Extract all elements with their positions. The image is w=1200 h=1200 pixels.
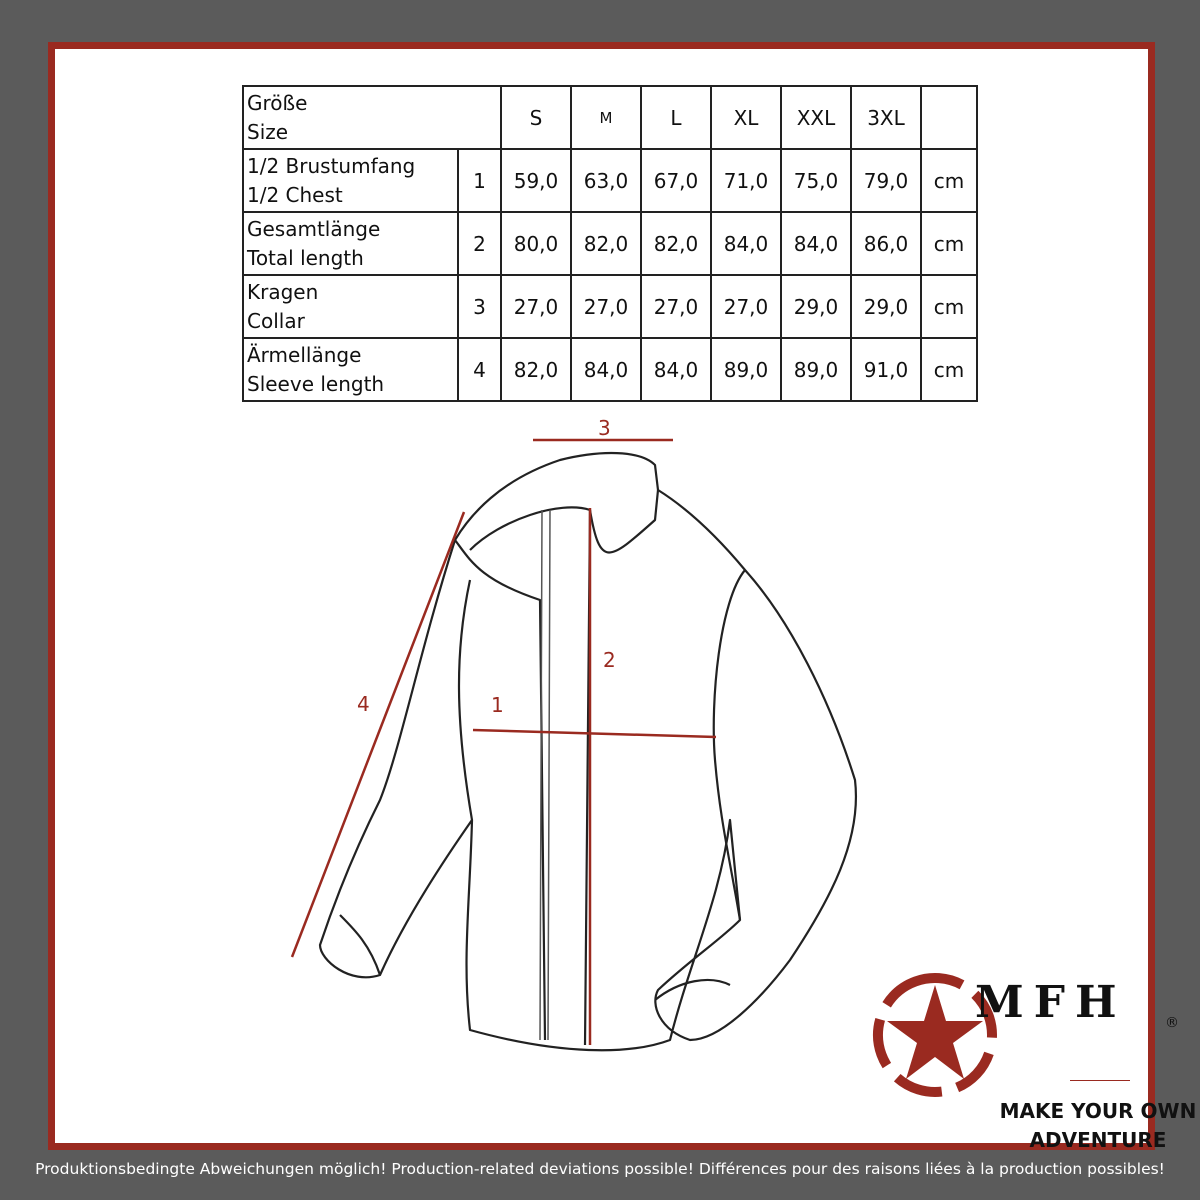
- slogan-line-2: ADVENTURE: [1029, 1128, 1167, 1152]
- footer-disclaimer: Produktionsbedingte Abweichungen möglich…: [35, 1160, 1165, 1178]
- unit-cell: cm: [920, 337, 978, 402]
- table-row: Kragen Collar 3 27,0 27,0 27,0 27,0 29,0 29,0 cm: [242, 274, 978, 339]
- row-number: 4: [457, 337, 502, 402]
- table-row: Ärmellänge Sleeve length 4 82,0 84,0 84,0 89,0…: [242, 337, 978, 402]
- value-cell: 89,0: [710, 337, 782, 402]
- value-cell: 80,0: [500, 211, 572, 276]
- label-de: 1/2 Brustumfang: [247, 153, 416, 178]
- unit-cell: cm: [920, 211, 978, 276]
- value-cell: 79,0: [850, 148, 922, 213]
- slogan-line-1: MAKE YOUR OWN: [999, 1099, 1197, 1123]
- value-cell: 29,0: [850, 274, 922, 339]
- label-en: Total length: [247, 245, 364, 270]
- measure-label-2: 2: [603, 648, 616, 672]
- value-cell: 27,0: [710, 274, 782, 339]
- size-table: Größe Size S M L XL XXL 3XL 1/2 Brustumfa…: [242, 85, 978, 402]
- value-cell: 82,0: [640, 211, 712, 276]
- label-de: Ärmellänge: [247, 342, 362, 367]
- value-cell: 59,0: [500, 148, 572, 213]
- size-col: L: [640, 85, 712, 150]
- measure-lines: [290, 438, 717, 1045]
- size-chart-frame: Größe Size S M L XL XXL 3XL 1/2 Brustumfa…: [48, 42, 1196, 1152]
- value-cell: 75,0: [780, 148, 852, 213]
- label-en: Sleeve length: [247, 371, 385, 396]
- value-cell: 84,0: [640, 337, 712, 402]
- size-col: S: [500, 85, 572, 150]
- value-cell: 27,0: [500, 274, 572, 339]
- measure-label-3: 3: [598, 416, 611, 440]
- measure-line-sleeve: [290, 511, 466, 958]
- value-cell: 84,0: [710, 211, 782, 276]
- brand-name: MFH: [975, 977, 1127, 1028]
- zipper: [539, 509, 551, 1041]
- value-cell: 67,0: [640, 148, 712, 213]
- value-cell: 82,0: [570, 211, 642, 276]
- value-cell: 84,0: [570, 337, 642, 402]
- jacket-outline: [318, 451, 857, 1052]
- size-col: 3XL: [850, 85, 922, 150]
- divider: [1070, 1080, 1130, 1081]
- size-col: M: [570, 85, 642, 150]
- value-cell: 27,0: [570, 274, 642, 339]
- row-number: 2: [457, 211, 502, 276]
- value-cell: 63,0: [570, 148, 642, 213]
- measure-label-4: 4: [357, 692, 370, 716]
- row-label: 1/2 Brustumfang 1/2 Chest: [242, 148, 459, 213]
- slogan: MAKE YOUR OWN ADVENTURE: [995, 1097, 1200, 1155]
- row-number: 3: [457, 274, 502, 339]
- table-header-row: Größe Size S M L XL XXL 3XL: [242, 85, 978, 150]
- row-label: Gesamtlänge Total length: [242, 211, 459, 276]
- row-label: Ärmellänge Sleeve length: [242, 337, 459, 402]
- label-en: Size: [247, 119, 289, 144]
- table-row: Gesamtlänge Total length 2 80,0 82,0 82,0 84,0…: [242, 211, 978, 276]
- value-cell: 86,0: [850, 211, 922, 276]
- label-de: Größe: [247, 90, 308, 115]
- size-col: XL: [710, 85, 782, 150]
- size-col: XXL: [780, 85, 852, 150]
- label-en: Collar: [247, 308, 305, 333]
- value-cell: 71,0: [710, 148, 782, 213]
- measure-label-1: 1: [491, 693, 504, 717]
- unit-col: [920, 85, 978, 150]
- row-number: 1: [457, 148, 502, 213]
- label-de: Kragen: [247, 279, 319, 304]
- star-logo-icon: [873, 973, 997, 1097]
- unit-cell: cm: [920, 274, 978, 339]
- value-cell: 29,0: [780, 274, 852, 339]
- value-cell: 84,0: [780, 211, 852, 276]
- value-cell: 91,0: [850, 337, 922, 402]
- table-row: 1/2 Brustumfang 1/2 Chest 1 59,0 63,0 67,0 71,…: [242, 148, 978, 213]
- size-header-cell: Größe Size: [242, 85, 502, 150]
- measure-line-chest: [472, 728, 717, 739]
- row-label: Kragen Collar: [242, 274, 459, 339]
- value-cell: 82,0: [500, 337, 572, 402]
- label-en: 1/2 Chest: [247, 182, 343, 207]
- registered-mark: ®: [1165, 1015, 1179, 1031]
- value-cell: 89,0: [780, 337, 852, 402]
- value-cell: 27,0: [640, 274, 712, 339]
- label-de: Gesamtlänge: [247, 216, 381, 241]
- unit-cell: cm: [920, 148, 978, 213]
